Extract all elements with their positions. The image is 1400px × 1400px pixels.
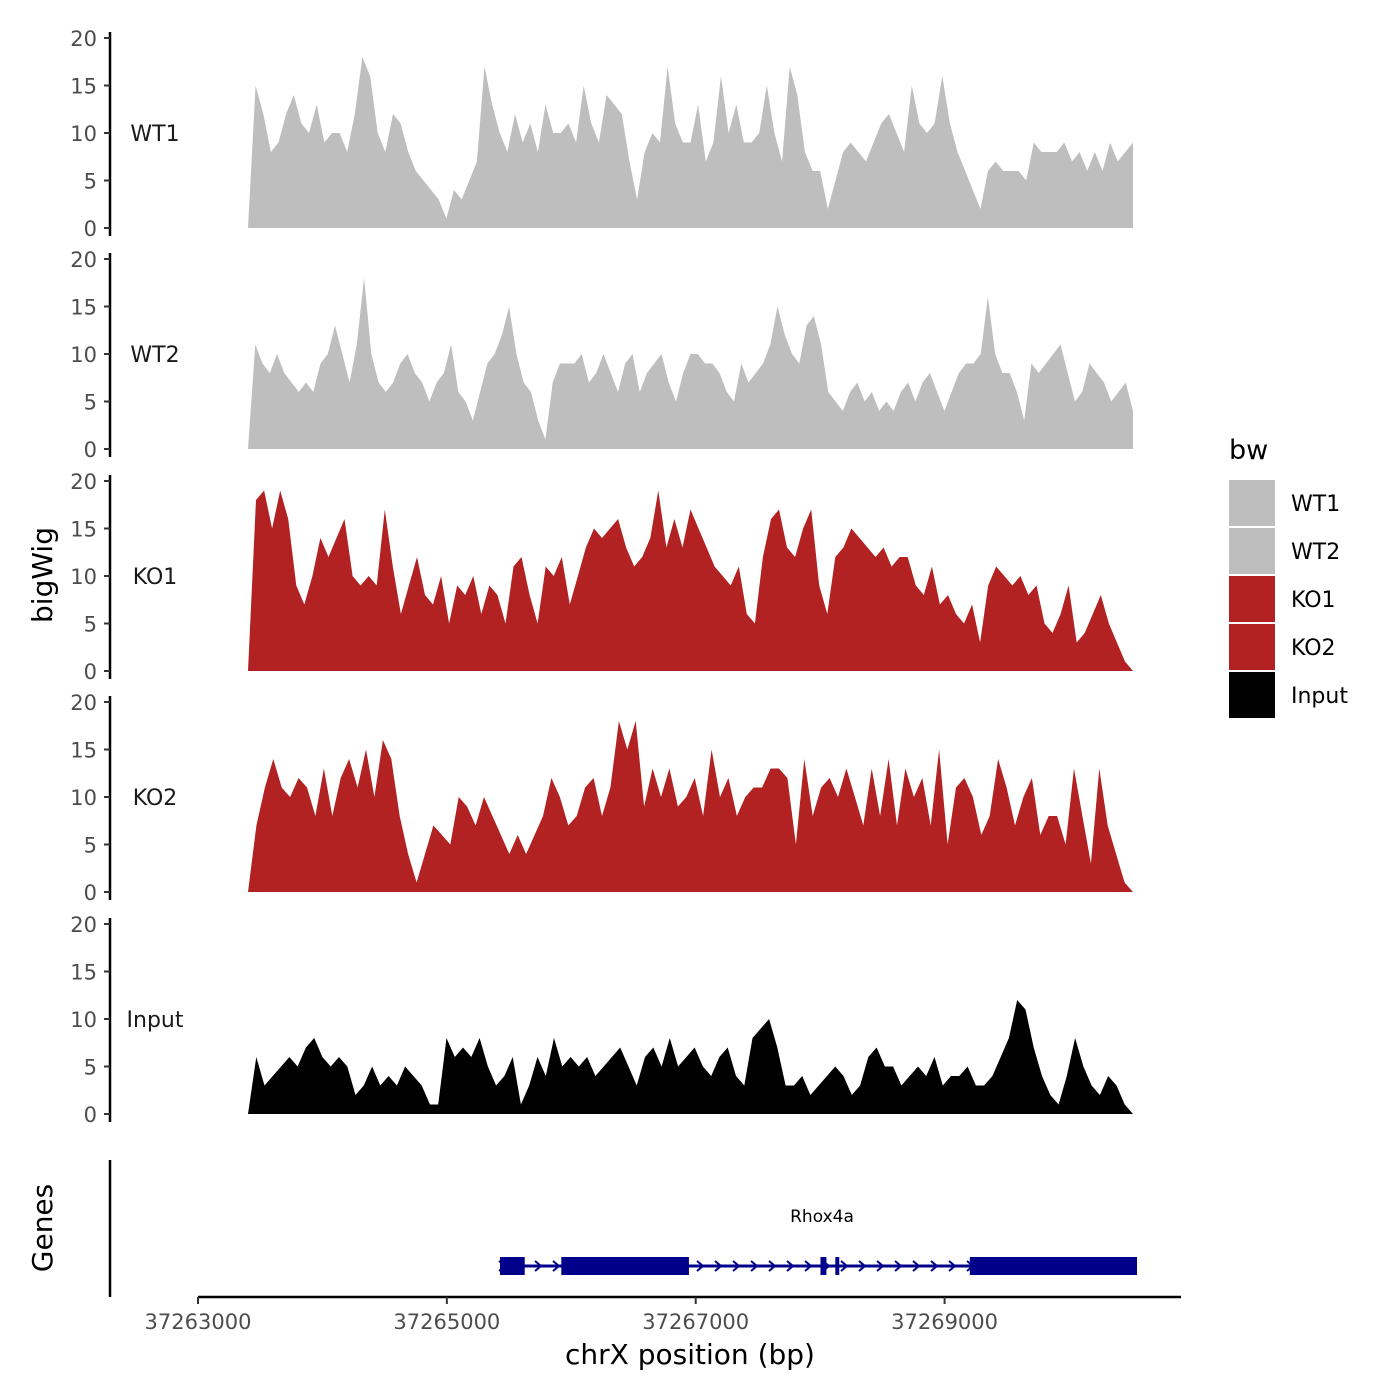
track-ko1-y-tick-label: 10 (70, 565, 97, 589)
gene-rhox4a-exon (820, 1257, 827, 1275)
track-ko2-area (248, 721, 1133, 892)
gene-strand-arrow (534, 1260, 543, 1272)
x-tick-label: 37267000 (642, 1310, 749, 1334)
track-ko1-y-tick-label: 20 (70, 470, 97, 494)
genes-panel-label: Genes (26, 1184, 59, 1272)
track-label-ko2: KO2 (133, 786, 178, 811)
gene-rhox4a-exon (969, 1257, 1137, 1275)
gene-rhox4a-exon (500, 1257, 525, 1275)
track-input-y-tick-label: 0 (84, 1103, 97, 1127)
legend-key-wt1 (1229, 480, 1275, 526)
legend-key-ko2 (1229, 624, 1275, 670)
gene-strand-arrow (894, 1260, 903, 1272)
gene-strand-arrow (930, 1260, 939, 1272)
gene-strand-arrow (876, 1260, 885, 1272)
gene-strand-arrow (750, 1260, 759, 1272)
track-label-wt2: WT2 (130, 343, 179, 368)
track-ko2-y-tick-label: 5 (84, 834, 97, 858)
track-wt2-y-tick-label: 5 (84, 391, 97, 415)
gene-strand-arrow (912, 1260, 921, 1272)
track-label-wt1: WT1 (130, 122, 179, 147)
gene-strand-arrow (696, 1260, 705, 1272)
track-ko2-y-tick-label: 10 (70, 786, 97, 810)
track-ko2-y-tick-label: 0 (84, 881, 97, 905)
gene-label-rhox4a: Rhox4a (790, 1207, 854, 1227)
x-tick-label: 37263000 (145, 1310, 252, 1334)
legend-key-wt2 (1229, 528, 1275, 574)
track-wt1: 0 5 10 15 20 WT1 (70, 27, 1133, 241)
gene-strand-arrow (804, 1260, 813, 1272)
gene-strand-arrow (552, 1260, 561, 1272)
track-ko2: 0 5 10 15 20 KO2 (70, 691, 1133, 905)
track-wt1-y-tick-label: 5 (84, 170, 97, 194)
track-wt2-y-tick-label: 10 (70, 343, 97, 367)
track-input-area (248, 1000, 1133, 1114)
track-ko2-y-tick-label: 15 (70, 739, 97, 763)
track-wt2-area (248, 278, 1133, 449)
track-ko2-y-tick-label: 20 (70, 691, 97, 715)
y-axis-title: bigWig (26, 527, 59, 623)
track-ko1-area (248, 490, 1133, 671)
track-wt1-y-tick-label: 10 (70, 122, 97, 146)
gene-strand-arrow (768, 1260, 777, 1272)
legend-label-input: Input (1291, 684, 1348, 709)
track-wt2: 0 5 10 15 20 WT2 (70, 248, 1133, 462)
gene-rhox4a-exon (835, 1257, 840, 1275)
gene-strand-arrow (714, 1260, 723, 1272)
track-wt1-y-tick-label: 20 (70, 27, 97, 51)
track-input-y-tick-label: 5 (84, 1056, 97, 1080)
track-input: 0 5 10 15 20 Input (70, 913, 1133, 1127)
track-wt2-y-tick-label: 0 (84, 438, 97, 462)
track-wt1-area (248, 57, 1133, 228)
legend-key-ko1 (1229, 576, 1275, 622)
track-input-y-tick-label: 20 (70, 913, 97, 937)
gene-rhox4a: Rhox4a (498, 1207, 1137, 1275)
track-ko1-y-tick-label: 0 (84, 660, 97, 684)
gene-strand-arrow (858, 1260, 867, 1272)
legend-label-wt2: WT2 (1291, 540, 1340, 565)
x-tick-label: 37269000 (891, 1310, 998, 1334)
x-axis-title: chrX position (bp) (565, 1338, 815, 1371)
legend-key-input (1229, 672, 1275, 718)
track-ko1-y-tick-label: 5 (84, 613, 97, 637)
x-tick-label: 37265000 (393, 1310, 500, 1334)
track-wt2-y-tick-label: 20 (70, 248, 97, 272)
legend: WT1 WT2 KO1 KO2 Input (1229, 480, 1348, 718)
legend-title: bw (1229, 435, 1268, 466)
track-wt2-y-tick-label: 15 (70, 296, 97, 320)
track-input-y-tick-label: 15 (70, 961, 97, 985)
track-input-y-tick-label: 10 (70, 1008, 97, 1032)
track-wt1-y-tick-label: 0 (84, 217, 97, 241)
legend-label-wt1: WT1 (1291, 492, 1340, 517)
signal-tracks: 0 5 10 15 20 WT1 0 5 10 15 20 WT2 0 5 10 15 20 KO1 0 5 10 15 2… (70, 27, 1133, 1127)
gene-strand-arrow (786, 1260, 795, 1272)
track-ko1: 0 5 10 15 20 KO1 (70, 470, 1133, 684)
track-label-ko1: KO1 (133, 565, 178, 590)
legend-label-ko1: KO1 (1291, 588, 1336, 613)
track-label-input: Input (127, 1008, 184, 1033)
gene-rhox4a-exon (561, 1257, 689, 1275)
legend-label-ko2: KO2 (1291, 636, 1336, 661)
gene-strand-arrow (948, 1260, 957, 1272)
gene-strand-arrow (732, 1260, 741, 1272)
gene-strand-arrow (840, 1260, 849, 1272)
x-axis: 37263000 37265000 37267000 37269000 (145, 1295, 1181, 1334)
gene-track: Rhox4a (108, 1160, 1137, 1297)
track-ko1-y-tick-label: 15 (70, 518, 97, 542)
track-wt1-y-tick-label: 15 (70, 75, 97, 99)
